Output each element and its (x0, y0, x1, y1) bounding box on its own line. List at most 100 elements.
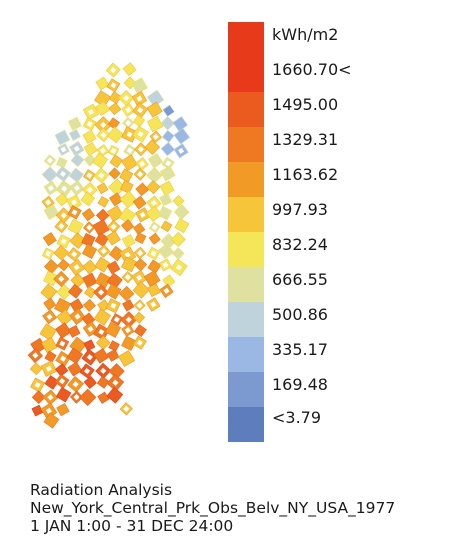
mesh-panel (161, 130, 175, 143)
mesh-panel (147, 152, 164, 169)
mesh-panel-opening (98, 172, 105, 179)
mesh-panel-opening (47, 185, 54, 192)
mesh-panel-opening (125, 119, 132, 127)
mesh-panel-opening (138, 160, 146, 167)
mesh-panel (68, 128, 81, 141)
legend-value-label: 997.93 (272, 200, 328, 219)
legend-swatch (228, 57, 264, 92)
mesh-panels (27, 62, 190, 429)
mesh-panel (134, 232, 147, 245)
mesh-panel-opening (86, 121, 93, 128)
radiation-mesh-visualization (27, 62, 190, 429)
mesh-panel (173, 204, 190, 220)
mesh-panel-opening (124, 327, 131, 334)
legend-row-unit: kWh/m2 (228, 22, 462, 57)
mesh-panel-opening (163, 287, 170, 294)
mesh-panel (55, 192, 69, 207)
legend-value-label: 1660.70< (272, 60, 352, 79)
caption-period: 1 JAN 1:00 - 31 DEC 24:00 (30, 517, 234, 535)
mesh-panel (44, 375, 60, 390)
legend-swatch (228, 407, 264, 442)
legend-swatch (228, 22, 264, 57)
mesh-panel (121, 335, 137, 351)
mesh-panel (42, 232, 57, 247)
mesh-panel-opening (112, 379, 119, 386)
mesh-panel (82, 259, 98, 275)
mesh-panel-opening (139, 211, 146, 218)
legend-value-label: 832.24 (272, 235, 328, 254)
mesh-panel (93, 308, 111, 326)
mesh-panel (145, 205, 163, 222)
mesh-panel-opening (87, 108, 94, 115)
mesh-panel (159, 193, 173, 207)
mesh-panel (41, 166, 59, 183)
mesh-panel (106, 349, 120, 362)
mesh-panel-opening (60, 146, 67, 153)
mesh-panel (43, 204, 60, 220)
mesh-panel (157, 243, 175, 260)
mesh-panel (96, 376, 110, 389)
legend-swatch (228, 267, 264, 302)
mesh-panel (144, 139, 161, 155)
mesh-panel (106, 260, 121, 275)
mesh-panel-opening (178, 147, 185, 154)
mesh-panel-opening (58, 275, 65, 283)
mesh-panel (148, 232, 161, 245)
mesh-panel-opening (126, 147, 133, 154)
mesh-panel (160, 220, 173, 233)
mesh-panel (105, 321, 122, 338)
mesh-panel (67, 116, 82, 131)
mesh-panel (95, 335, 111, 350)
mesh-panel (173, 128, 190, 145)
mesh-panel-opening (113, 316, 120, 323)
mesh-panel (56, 284, 73, 300)
mesh-panel (132, 114, 146, 128)
mesh-panel (147, 283, 161, 298)
mesh-panel-opening (34, 381, 41, 388)
mesh-panel-opening (73, 145, 80, 152)
mesh-panel (160, 116, 175, 131)
mesh-panel (108, 245, 125, 262)
mesh-panel-opening (136, 171, 144, 178)
caption-weather-file: New_York_Central_Prk_Obs_Belv_NY_USA_197… (30, 499, 396, 517)
mesh-panel (43, 270, 59, 286)
mesh-panel-opening (58, 223, 65, 230)
mesh-panel-opening (86, 172, 93, 179)
legend-row: 666.55 (228, 267, 462, 302)
mesh-panel (69, 232, 87, 250)
mesh-panel-opening (86, 354, 93, 361)
mesh-panel (105, 283, 122, 300)
mesh-panel (132, 281, 150, 299)
mesh-panel-opening (86, 186, 93, 194)
mesh-panel (53, 245, 69, 261)
mesh-panel-opening (86, 224, 93, 231)
mesh-panel (68, 167, 85, 183)
mesh-panel (31, 390, 46, 405)
mesh-panel (56, 402, 70, 417)
mesh-panel (121, 234, 136, 248)
mesh-panel-opening (59, 170, 67, 178)
legend-row: 1660.70< (228, 57, 462, 92)
mesh-panel-opening (59, 340, 66, 347)
mesh-panel (54, 129, 71, 146)
mesh-panel (146, 167, 163, 184)
legend-value-label: 500.86 (272, 305, 328, 324)
mesh-panel-opening (98, 328, 105, 336)
mesh-panel-opening (124, 251, 131, 258)
legend-value-label: 666.55 (272, 270, 328, 289)
legend-unit-label: kWh/m2 (272, 25, 339, 44)
mesh-panel-opening (110, 66, 117, 74)
mesh-panel (133, 311, 146, 324)
legend-row: 1495.00 (228, 92, 462, 127)
mesh-panel (108, 102, 122, 116)
mesh-panel (157, 205, 173, 221)
mesh-panel-opening (137, 107, 144, 114)
mesh-panel (43, 259, 59, 274)
mesh-panel-opening (136, 274, 143, 281)
mesh-panel (43, 297, 57, 311)
mesh-panel (70, 273, 86, 289)
mesh-panel (122, 62, 137, 77)
mesh-panel-opening (97, 289, 105, 296)
mesh-panel-opening (152, 133, 159, 140)
mesh-panel-opening (61, 185, 68, 192)
